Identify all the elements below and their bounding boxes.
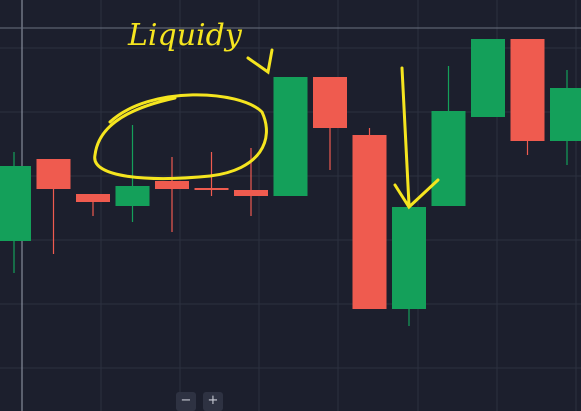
ellipse-annotation [93,93,268,180]
candle-body [352,135,387,309]
arrow-annotation [246,48,274,75]
candles [0,39,581,326]
candle-body [313,77,347,128]
candle-body [392,207,426,309]
zoom-out-button[interactable]: − [176,392,196,411]
candle-body [76,194,110,202]
candle-body [234,190,268,196]
candle-body [36,159,71,189]
candle-body [510,39,545,141]
candle-body [194,188,229,190]
zoom-in-button[interactable]: + [203,392,223,411]
candle-body [550,88,581,141]
annotations [93,48,440,210]
candle-body [0,166,31,241]
candle-body [471,39,505,117]
candle-body [115,186,150,206]
annotation-text: Liquidy [127,18,243,53]
candle-body [273,77,308,196]
candle-body [431,111,466,206]
arrow-annotation [393,66,440,210]
candle-body [155,181,189,189]
